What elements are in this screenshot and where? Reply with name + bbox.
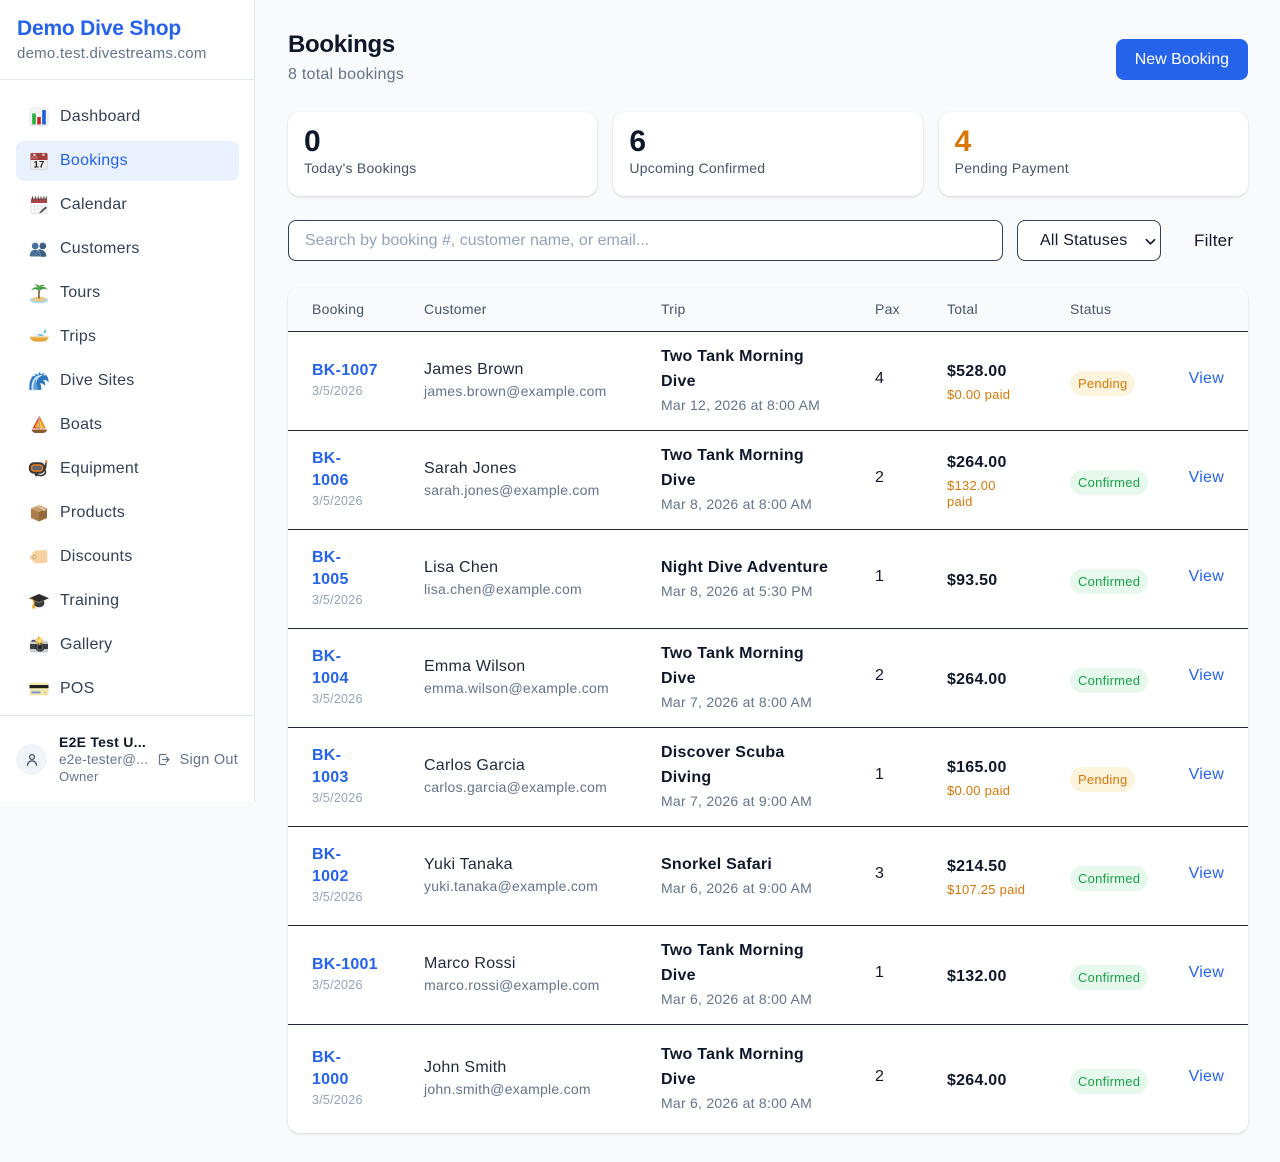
svg-text:JUL: JUL: [31, 155, 39, 160]
svg-text:17: 17: [33, 160, 44, 171]
